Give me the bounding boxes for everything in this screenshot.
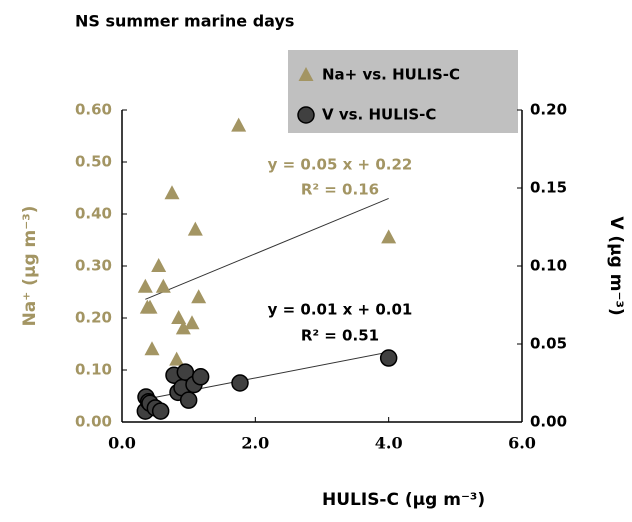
point <box>155 278 171 293</box>
y2-tick-label: 0.20 <box>530 101 567 119</box>
point <box>142 299 158 314</box>
trend-annotation: R² = 0.51 <box>301 327 379 345</box>
y-tick-label: 0.30 <box>75 257 112 275</box>
legend-label: V vs. HULIS-C <box>322 106 436 124</box>
y-tick-label: 0.60 <box>75 101 112 119</box>
legend-marker <box>297 106 315 124</box>
y-tick-label: 0.50 <box>75 153 112 171</box>
point <box>231 117 247 132</box>
y2-tick-label: 0.10 <box>530 257 567 275</box>
x-tick-label: 0.0 <box>108 434 136 453</box>
x-tick-label: 6.0 <box>508 434 536 453</box>
y-tick-label: 0.20 <box>75 309 112 327</box>
point <box>137 278 153 293</box>
y-tick-label: 0.00 <box>75 413 112 431</box>
y-tick-label: 0.40 <box>75 205 112 223</box>
point <box>164 185 180 200</box>
legend-marker <box>298 67 314 81</box>
y2-tick-label: 0.00 <box>530 413 567 431</box>
point <box>144 341 160 356</box>
chart-title: NS summer marine days <box>75 12 294 31</box>
legend-label: Na+ vs. HULIS-C <box>322 66 460 84</box>
point <box>151 402 170 420</box>
point <box>191 368 210 386</box>
point <box>381 229 397 244</box>
y2-axis-label: V (µg m⁻³) <box>606 216 626 315</box>
point <box>179 391 198 409</box>
point <box>171 310 187 324</box>
y2-tick-label: 0.15 <box>530 179 567 197</box>
y-tick-label: 0.10 <box>75 361 112 379</box>
trend-line <box>145 198 389 300</box>
point <box>169 351 185 366</box>
x-tick-label: 2.0 <box>241 434 269 453</box>
point <box>184 315 200 330</box>
legend-box <box>288 50 518 133</box>
point <box>191 289 207 304</box>
trend-annotation: y = 0.01 x + 0.01 <box>268 301 413 319</box>
point <box>175 320 191 335</box>
x-axis-label: HULIS-C (µg m⁻³) <box>322 490 485 510</box>
point <box>379 349 398 367</box>
point <box>151 258 167 272</box>
point <box>231 374 249 392</box>
y-axis-label: Na⁺ (µg m⁻³) <box>20 206 40 327</box>
trend-annotation: y = 0.05 x + 0.22 <box>268 156 413 174</box>
x-tick-label: 4.0 <box>375 434 403 453</box>
y2-tick-label: 0.05 <box>530 335 567 353</box>
trend-annotation: R² = 0.16 <box>301 181 379 199</box>
point <box>187 221 203 236</box>
